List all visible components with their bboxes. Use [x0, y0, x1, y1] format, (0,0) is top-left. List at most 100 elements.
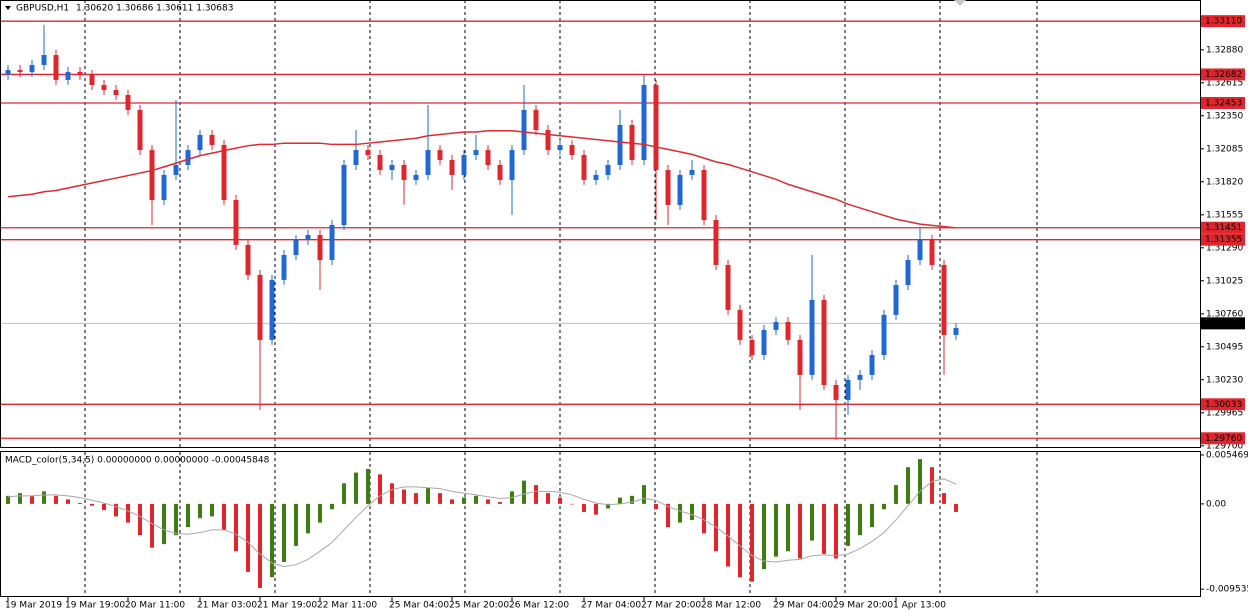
moving-average	[7, 129, 957, 229]
macd-bar	[402, 489, 406, 504]
candle-body	[41, 55, 47, 65]
y-tick-label: 1.32085	[1206, 144, 1243, 154]
y-tick-label: -0.009535	[1206, 585, 1248, 595]
x-tick-label: 25 Mar 20:00	[449, 601, 509, 611]
candle-body	[437, 150, 443, 160]
candle-body	[581, 155, 587, 180]
macd-bar	[390, 483, 394, 504]
vertical-grid	[84, 0, 1038, 596]
candle-body	[197, 134, 203, 151]
macd-bar	[42, 491, 46, 504]
candle-body	[365, 150, 371, 156]
candle-body	[941, 264, 947, 335]
candle-body	[281, 255, 287, 280]
macd-bar	[930, 467, 934, 504]
candle-body	[65, 71, 71, 80]
level-label: 1.33110	[1205, 17, 1242, 27]
shift-marker[interactable]	[954, 0, 966, 6]
macd-bar	[894, 485, 898, 504]
candle-body	[857, 374, 863, 380]
macd-bar	[366, 468, 370, 504]
candle-body	[545, 129, 551, 151]
candle-body	[341, 164, 347, 225]
candle-body	[557, 145, 563, 151]
candle-body	[497, 164, 503, 180]
candle-body	[701, 169, 707, 221]
macd-bar	[462, 497, 466, 504]
candle-body	[389, 164, 395, 170]
macd-bar	[342, 483, 346, 504]
macd-bar	[114, 503, 118, 517]
y-tick-label: 1.29965	[1206, 408, 1243, 418]
x-tick-label: 25 Mar 04:00	[389, 601, 449, 611]
macd-bar	[354, 472, 358, 504]
candle-body	[185, 150, 191, 165]
macd-bar	[750, 503, 754, 582]
macd-bar	[630, 495, 634, 504]
candle-body	[77, 71, 83, 75]
y-tick-label: 1.31820	[1206, 177, 1243, 187]
macd-bar	[618, 497, 622, 504]
macd-bar	[606, 503, 610, 509]
macd-bar	[126, 503, 130, 523]
y-tick-label: 1.30230	[1206, 375, 1243, 385]
macd-bar	[786, 503, 790, 552]
macd-bar	[486, 499, 490, 504]
candle-body	[761, 329, 767, 355]
y-tick-label: 0.0054694	[1206, 450, 1248, 460]
candle-body	[749, 339, 755, 355]
candle-body	[473, 150, 479, 156]
x-tick-label: 1 Apr 13:00	[893, 601, 946, 611]
candle-body	[53, 55, 59, 80]
menu-arrow[interactable]	[5, 6, 11, 10]
macd-bar	[30, 495, 34, 504]
candle-body	[773, 321, 779, 330]
macd-pane-frame	[0, 451, 1201, 597]
macd-bar	[318, 503, 322, 523]
candle-body	[533, 109, 539, 130]
candle-body	[257, 274, 263, 340]
macd-bar	[702, 503, 706, 534]
macd-bar	[450, 499, 454, 504]
macd-bar	[594, 503, 598, 515]
candle-body	[89, 74, 95, 86]
candle-body	[149, 150, 155, 200]
macd-bar	[174, 503, 178, 536]
macd-bar	[246, 503, 250, 572]
candle-body	[221, 144, 227, 200]
candle-body	[377, 155, 383, 170]
candle-body	[209, 134, 215, 145]
macd-bar	[582, 503, 586, 512]
candle-body	[29, 64, 35, 72]
macd-bar	[330, 503, 334, 510]
candle-body	[917, 239, 923, 260]
y-tick-label: 1.31025	[1206, 276, 1243, 286]
macd-bar	[834, 503, 838, 559]
main-pane-frame	[0, 0, 1201, 448]
y-tick-label: 0.00	[1206, 499, 1226, 509]
macd-bar	[378, 474, 382, 504]
macd-bar	[234, 503, 238, 552]
macd-bar	[810, 503, 814, 541]
candle-body	[137, 109, 143, 151]
macd-bar	[798, 503, 802, 559]
macd-bar	[102, 503, 106, 511]
macd-bar	[666, 503, 670, 528]
macd-bar	[762, 503, 766, 570]
macd-bar	[906, 467, 910, 504]
macd-bar	[498, 502, 502, 504]
macd-bar	[870, 503, 874, 528]
x-tick-label: 29 Mar 20:00	[833, 601, 893, 611]
candle-body	[329, 224, 335, 260]
level-label-box	[1201, 233, 1245, 246]
candle-body	[929, 239, 935, 265]
macd-bar	[210, 503, 214, 517]
x-tick-label: 19 Mar 19:00	[65, 601, 125, 611]
candle-body	[569, 145, 575, 156]
x-tick-label: 29 Mar 04:00	[773, 601, 833, 611]
candle-body	[893, 285, 899, 315]
macd-bar	[18, 493, 22, 504]
candle-body	[713, 220, 719, 265]
candle-body	[797, 339, 803, 375]
x-tick-label: 20 Mar 11:00	[125, 601, 185, 611]
